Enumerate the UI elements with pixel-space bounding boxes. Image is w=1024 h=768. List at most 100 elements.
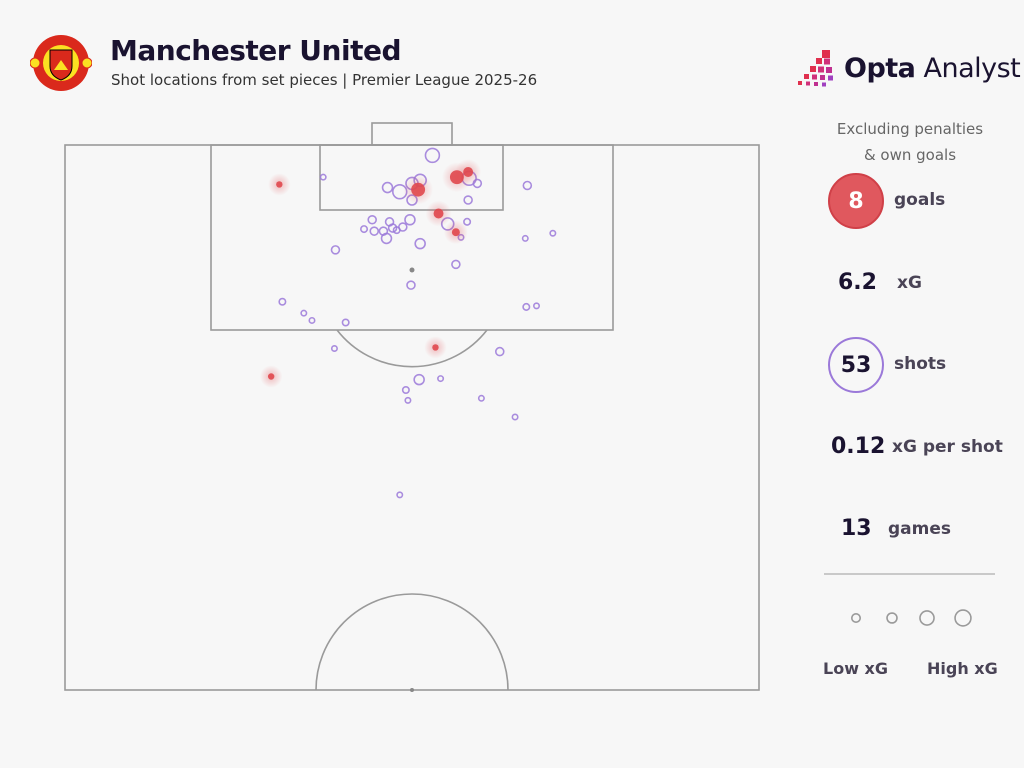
- shot-map: [64, 122, 760, 692]
- logo-square: [814, 82, 818, 86]
- logo-square: [816, 58, 822, 64]
- goal: [371, 122, 453, 146]
- logo-square: [822, 50, 830, 58]
- shot-marker: [360, 225, 369, 234]
- goal-shot-marker: [433, 208, 444, 219]
- shot-marker: [494, 346, 505, 357]
- shot-marker: [522, 180, 533, 191]
- shot-marker: [463, 217, 472, 226]
- chart-title: Manchester United: [110, 34, 402, 67]
- logo-square: [822, 82, 826, 87]
- shot-marker: [367, 214, 377, 225]
- pitch-lines: [64, 122, 760, 691]
- shot-marker: [521, 234, 529, 242]
- goals-label: goals: [894, 190, 946, 210]
- shots-value: 53: [840, 352, 872, 378]
- logo-square: [820, 75, 825, 80]
- shot-marker: [381, 181, 394, 194]
- stat-goals: 8 goals: [800, 173, 1020, 229]
- games-label: games: [888, 519, 952, 539]
- legend-circle: [919, 610, 935, 626]
- games-value: 13: [841, 516, 872, 541]
- shot-marker: [341, 318, 350, 327]
- shots-layer: [259, 147, 557, 499]
- shot-marker: [511, 413, 519, 421]
- shot-marker: [522, 302, 531, 311]
- goal-shot-marker: [451, 228, 460, 237]
- shot-marker: [406, 280, 416, 290]
- exclusion-note: Excluding penalties & own goals: [805, 116, 1015, 168]
- brand-light: Analyst: [923, 52, 1021, 84]
- shot-marker: [308, 316, 316, 324]
- logo-square: [818, 66, 824, 73]
- shot-marker: [451, 259, 461, 270]
- stat-xg-per-shot: 0.12 xG per shot: [800, 419, 1020, 475]
- goal-shot-marker: [276, 181, 283, 188]
- manchester-united-crest: [30, 35, 92, 91]
- xg-label: xG: [897, 273, 922, 293]
- shot-marker: [396, 491, 404, 499]
- logo-square: [810, 66, 816, 72]
- penalty-box: [210, 144, 614, 331]
- goal-shot-marker: [432, 344, 439, 351]
- shot-marker: [463, 195, 473, 205]
- xg-per-shot-label: xG per shot: [892, 437, 1003, 457]
- logo-square: [826, 67, 832, 73]
- shot-marker: [414, 237, 426, 250]
- shot-marker: [278, 297, 287, 306]
- logo-square: [812, 74, 817, 80]
- centre-circle: [315, 593, 509, 691]
- shot-marker: [369, 226, 380, 236]
- stat-xg: 6.2 xG: [800, 255, 1020, 311]
- penalty-arc: [336, 329, 488, 368]
- chart-subtitle: Shot locations from set pieces | Premier…: [111, 71, 538, 89]
- legend-low-xg: Low xG: [823, 659, 888, 678]
- shot-marker: [392, 226, 401, 235]
- legend-circle: [850, 612, 862, 624]
- legend-circle: [954, 609, 972, 627]
- goal-shot-marker: [463, 167, 474, 177]
- goal-shot-marker: [411, 182, 426, 197]
- shot-marker: [387, 223, 398, 233]
- opta-analyst-logo: Opta Analyst: [798, 48, 1021, 88]
- logo-square: [798, 81, 802, 85]
- logo-square: [828, 75, 833, 81]
- xg-per-shot-value: 0.12: [831, 434, 886, 459]
- logo-square: [806, 81, 810, 86]
- legend-high-xg: High xG: [927, 659, 998, 678]
- note-line-1: Excluding penalties: [836, 120, 984, 138]
- goals-value: 8: [848, 188, 864, 214]
- shots-label: shots: [894, 354, 947, 374]
- shot-marker: [533, 302, 541, 310]
- logo-square: [804, 74, 809, 79]
- brand-bold: Opta: [844, 52, 916, 84]
- shot-marker: [437, 375, 445, 383]
- logo-square: [824, 58, 830, 65]
- goals-badge: 8: [828, 173, 884, 229]
- shot-marker: [300, 309, 308, 317]
- divider: [824, 573, 995, 575]
- shot-marker: [401, 385, 410, 395]
- shot-marker: [404, 396, 412, 404]
- shot-marker: [380, 232, 393, 245]
- shots-badge: 53: [828, 337, 884, 393]
- shot-marker: [330, 344, 338, 352]
- shot-marker: [413, 373, 425, 386]
- shot-marker: [330, 245, 341, 255]
- shot-marker: [319, 173, 327, 181]
- shot-marker: [549, 229, 557, 237]
- stat-shots: 53 shots: [800, 337, 1020, 393]
- penalty-spot: [409, 267, 415, 273]
- centre-spot: [410, 688, 414, 692]
- note-line-2: & own goals: [863, 146, 957, 164]
- xg-value: 6.2: [838, 270, 877, 295]
- xg-size-legend: [850, 609, 972, 627]
- half-pitch-outline: [64, 144, 760, 691]
- shot-marker: [404, 213, 416, 226]
- stat-games: 13 games: [800, 501, 1020, 557]
- opta-logo-icon: [798, 50, 833, 87]
- shot-marker: [424, 147, 441, 164]
- goal-shot-marker: [267, 373, 275, 380]
- shot-marker: [477, 394, 485, 402]
- legend-circle: [886, 612, 898, 624]
